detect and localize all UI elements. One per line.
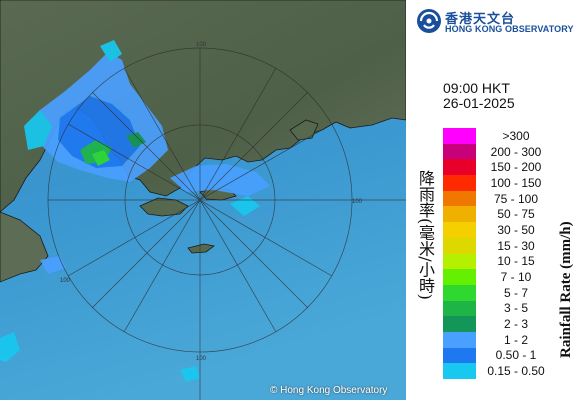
copyright-notice: © Hong Kong Observatory	[270, 385, 388, 396]
legend-label: 2 - 3	[503, 317, 528, 332]
legend-title-en: Rainfall Rate (mm/h)	[558, 221, 574, 358]
logo-name-cn: 香港天文台	[445, 12, 516, 27]
svg-text:100: 100	[196, 356, 207, 362]
legend-label: 15 - 30	[497, 238, 535, 253]
legend-label: 5 - 7	[503, 285, 528, 300]
legend-label: 50 - 75	[497, 207, 535, 222]
island-2	[289, 119, 319, 141]
rainfall-legend: >300 200 - 300 150 - 200 100 - 150 75 - 100 5…	[443, 128, 556, 379]
legend-label: 30 - 50	[497, 222, 535, 237]
info-panel: 香港天文台 HONG KONG OBSERVATORY 09:00 HKT 26…	[406, 0, 577, 400]
observation-date: 26-01-2025	[443, 95, 515, 111]
legend-row: 10 - 15	[443, 253, 556, 270]
legend-swatch	[443, 175, 476, 191]
legend-label: 0.15 - 0.50	[487, 364, 545, 379]
island-1	[187, 243, 215, 254]
legend-swatch	[443, 190, 476, 207]
lantau-island	[139, 197, 189, 217]
legend-swatch	[443, 284, 476, 301]
legend-row: 5 - 7	[443, 284, 556, 301]
legend-swatch	[443, 347, 476, 364]
legend-swatch	[443, 159, 476, 176]
legend-label: 100 - 150	[490, 175, 542, 190]
legend-row: 7 - 10	[443, 269, 556, 285]
legend-swatch	[443, 222, 476, 238]
legend-label: 150 - 200	[490, 160, 542, 175]
legend-row: 0.50 - 1	[443, 347, 556, 364]
legend-row: 3 - 5	[443, 300, 556, 317]
rain-echoes	[0, 40, 270, 382]
legend-swatch	[443, 363, 476, 379]
legend-row: 0.15 - 0.50	[443, 363, 556, 379]
range-rings	[47, 47, 406, 400]
observation-time: 09:00 HKT	[443, 80, 510, 96]
legend-row: 150 - 200	[443, 159, 556, 176]
radar-map-canvas: 100 100 100 100	[0, 0, 406, 400]
legend-title-cn: 降雨率(毫米/小時)	[416, 170, 435, 300]
legend-row: >300	[443, 128, 556, 144]
ring-labels: 100 100 100 100	[60, 42, 363, 362]
legend-row: 100 - 150	[443, 175, 556, 191]
legend-row: 2 - 3	[443, 316, 556, 332]
legend-label: 200 - 300	[490, 144, 542, 159]
svg-text:100: 100	[60, 278, 71, 284]
legend-label: 10 - 15	[497, 254, 535, 269]
legend-row: 30 - 50	[443, 222, 556, 238]
legend-swatch	[443, 206, 476, 223]
legend-swatch	[443, 316, 476, 332]
legend-swatch	[443, 237, 476, 254]
legend-swatch	[443, 300, 476, 317]
legend-swatch	[443, 331, 476, 348]
svg-text:100: 100	[352, 199, 363, 205]
legend-swatch	[443, 143, 476, 160]
legend-label: 7 - 10	[500, 270, 532, 285]
legend-row: 1 - 2	[443, 331, 556, 348]
hko-logo-icon	[417, 9, 441, 33]
legend-label: 0.50 - 1	[495, 348, 537, 363]
legend-swatch	[443, 128, 476, 144]
legend-label: 75 - 100	[493, 191, 539, 206]
legend-label: 3 - 5	[503, 301, 528, 316]
legend-row: 15 - 30	[443, 237, 556, 254]
legend-label: 1 - 2	[503, 332, 528, 347]
legend-row: 50 - 75	[443, 206, 556, 223]
logo-name-en: HONG KONG OBSERVATORY	[445, 24, 574, 34]
legend-row: 200 - 300	[443, 143, 556, 160]
legend-swatch	[443, 253, 476, 270]
radar-map: 100 100 100 100 © Hong Kong Observatory	[0, 0, 406, 400]
legend-row: 75 - 100	[443, 190, 556, 207]
legend-swatch	[443, 269, 476, 285]
legend-label: >300	[502, 128, 530, 143]
svg-text:100: 100	[196, 42, 207, 48]
